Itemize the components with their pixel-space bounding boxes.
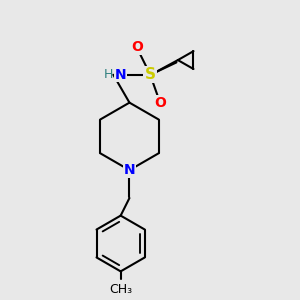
Text: O: O	[131, 40, 143, 54]
Text: CH₃: CH₃	[109, 283, 132, 296]
Text: O: O	[154, 96, 166, 110]
Text: H: H	[104, 68, 113, 81]
Text: N: N	[115, 68, 126, 82]
Text: N: N	[124, 163, 135, 177]
Text: S: S	[145, 67, 155, 82]
